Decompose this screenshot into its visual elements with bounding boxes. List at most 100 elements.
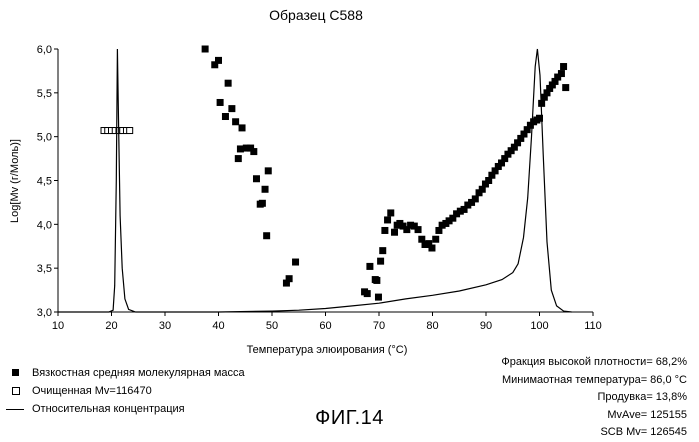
figure-caption: ФИГ.14 bbox=[315, 407, 384, 429]
data-point-viscosity bbox=[387, 209, 395, 217]
data-point-viscosity bbox=[560, 63, 568, 71]
stat-purge: Продувка= 13,8% bbox=[597, 391, 687, 403]
data-point-viscosity bbox=[236, 145, 244, 153]
data-point-viscosity bbox=[381, 226, 389, 234]
data-point-viscosity bbox=[488, 171, 496, 179]
data-point-viscosity bbox=[526, 121, 534, 129]
legend-label: Вязкостная средняя молекулярная масса bbox=[32, 367, 245, 379]
data-point-viscosity bbox=[449, 214, 457, 222]
data-point-viscosity bbox=[407, 221, 415, 229]
data-point-viscosity bbox=[514, 139, 522, 147]
y-tick-label: 5,5 bbox=[37, 88, 52, 100]
data-point-viscosity bbox=[471, 195, 479, 203]
stats-block: Фракция высокой плотности= 68,2% Минимао… bbox=[501, 354, 687, 442]
data-point-viscosity bbox=[232, 118, 240, 126]
x-tick-label: 50 bbox=[266, 320, 278, 332]
data-point-viscosity bbox=[468, 198, 476, 206]
y-tick-label: 4,0 bbox=[37, 219, 52, 231]
data-point-viscosity bbox=[481, 180, 489, 188]
data-point-viscosity bbox=[548, 81, 556, 89]
data-point-viscosity bbox=[399, 222, 407, 230]
y-tick-label: 5,0 bbox=[37, 132, 52, 144]
y-tick-label: 3,5 bbox=[37, 263, 52, 275]
data-point-viscosity bbox=[421, 240, 429, 248]
data-point-viscosity bbox=[234, 155, 242, 163]
data-point-viscosity bbox=[445, 217, 453, 225]
data-point-viscosity bbox=[435, 226, 443, 234]
data-point-viscosity bbox=[460, 205, 468, 213]
data-point-viscosity bbox=[261, 185, 269, 193]
data-point-viscosity bbox=[379, 247, 387, 255]
x-tick-label: 20 bbox=[105, 320, 117, 332]
data-point-viscosity bbox=[425, 240, 433, 248]
data-point-viscosity bbox=[250, 148, 258, 156]
data-point-viscosity bbox=[228, 105, 236, 113]
data-point-viscosity bbox=[201, 45, 209, 53]
data-point-viscosity bbox=[501, 155, 509, 163]
data-point-viscosity bbox=[414, 226, 422, 234]
stat-mv-ave: MvAve= 125155 bbox=[607, 408, 687, 421]
data-point-viscosity bbox=[216, 98, 224, 106]
data-point-viscosity bbox=[494, 162, 502, 170]
data-point-viscosity bbox=[263, 232, 271, 240]
y-tick-label: 3,0 bbox=[37, 307, 52, 319]
data-point-viscosity bbox=[221, 113, 229, 121]
data-point-viscosity bbox=[247, 144, 255, 152]
data-point-viscosity bbox=[540, 93, 548, 101]
data-point-viscosity bbox=[557, 70, 565, 78]
data-point-purified bbox=[126, 127, 134, 135]
data-point-viscosity bbox=[282, 279, 290, 287]
data-point-viscosity bbox=[543, 89, 551, 97]
x-tick-label: 10 bbox=[52, 320, 64, 332]
legend-item-viscosity: Вязкостная средняя молекулярная масса bbox=[4, 364, 245, 382]
data-point-viscosity bbox=[475, 189, 483, 197]
x-tick-label: 100 bbox=[530, 320, 548, 332]
data-point-viscosity bbox=[410, 222, 418, 230]
data-point-viscosity bbox=[554, 73, 562, 81]
data-point-viscosity bbox=[453, 210, 461, 218]
concentration-line bbox=[58, 48, 572, 313]
line-marker-icon bbox=[4, 403, 26, 415]
data-point-viscosity bbox=[384, 216, 392, 224]
data-point-viscosity bbox=[507, 147, 515, 155]
y-tick-label: 4,5 bbox=[37, 176, 52, 188]
data-point-viscosity bbox=[363, 290, 371, 298]
data-point-viscosity bbox=[418, 235, 426, 243]
data-point-viscosity bbox=[464, 201, 472, 209]
x-tick-label: 60 bbox=[319, 320, 331, 332]
data-point-viscosity bbox=[403, 226, 411, 234]
chart-title: Образец С588 bbox=[269, 7, 363, 23]
data-point-viscosity bbox=[498, 159, 506, 167]
data-point-viscosity bbox=[432, 235, 440, 243]
stat-minimum-temperature: Минимаотная температура= 86,0 °C bbox=[501, 373, 687, 386]
x-axis-label: Температура элюирования (°C) bbox=[247, 344, 408, 356]
data-point-viscosity bbox=[491, 167, 499, 175]
data-point-viscosity bbox=[366, 262, 374, 270]
x-tick-label: 40 bbox=[212, 320, 224, 332]
x-tick-label: 80 bbox=[426, 320, 438, 332]
data-point-viscosity bbox=[242, 144, 250, 152]
x-tick-label: 30 bbox=[159, 320, 171, 332]
stat-high-density-fraction: Фракция высокой плотности= 68,2% bbox=[501, 356, 687, 368]
legend-item-purified: Очищенная Mv=116470 bbox=[4, 382, 245, 400]
filled-square-marker-icon bbox=[4, 367, 26, 379]
data-point-viscosity bbox=[264, 167, 272, 175]
data-point-viscosity bbox=[373, 276, 381, 284]
legend-item-concentration: Относительная концентрация bbox=[4, 400, 245, 418]
data-point-viscosity bbox=[520, 130, 528, 138]
data-point-viscosity bbox=[438, 221, 446, 229]
data-point-viscosity bbox=[215, 56, 222, 64]
data-point-viscosity bbox=[224, 79, 232, 87]
data-point-viscosity bbox=[536, 114, 543, 122]
x-tick-label: 110 bbox=[584, 320, 602, 332]
data-point-viscosity bbox=[504, 150, 512, 158]
data-point-viscosity bbox=[510, 143, 518, 151]
legend: Вязкостная средняя молекулярная масса Оч… bbox=[4, 364, 245, 418]
data-point-viscosity bbox=[551, 77, 559, 85]
x-tick-label: 70 bbox=[373, 320, 385, 332]
data-point-viscosity bbox=[562, 84, 570, 92]
data-point-viscosity bbox=[292, 258, 300, 266]
data-point-viscosity bbox=[285, 275, 293, 283]
legend-label: Относительная концентрация bbox=[32, 403, 185, 415]
